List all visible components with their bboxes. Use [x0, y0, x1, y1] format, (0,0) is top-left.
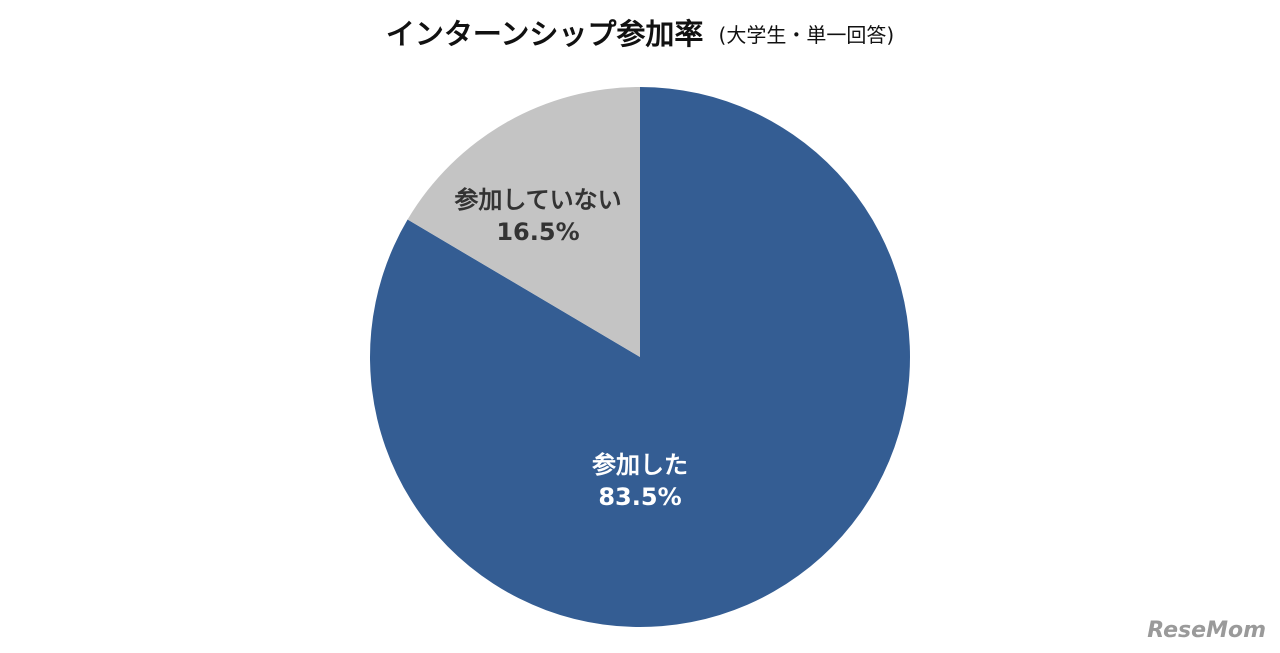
- chart-title-group: インターンシップ参加率 (大学生・単一回答): [386, 17, 894, 51]
- slice-value-label: 16.5%: [496, 218, 579, 246]
- chart-title: インターンシップ参加率: [386, 17, 704, 51]
- slice-label: 参加していない: [454, 186, 621, 214]
- watermark: ReseMom: [1147, 618, 1266, 643]
- pie-slice: [407, 87, 640, 357]
- slice-label: 参加した: [592, 451, 688, 479]
- slice-value-label: 83.5%: [598, 483, 681, 511]
- chart-subtitle: (大学生・単一回答): [719, 23, 895, 47]
